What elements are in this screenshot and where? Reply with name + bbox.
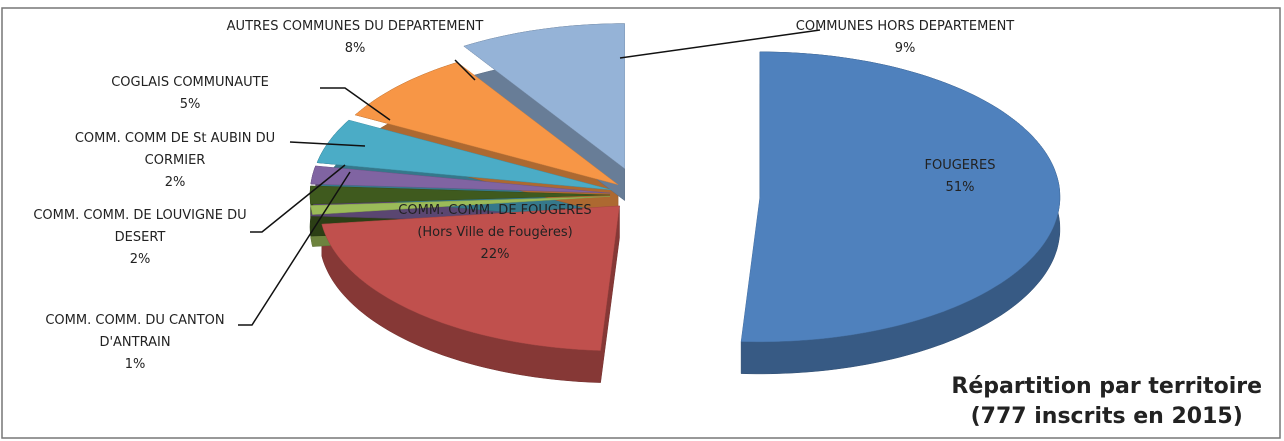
chart-title: Répartition par territoire	[951, 374, 1262, 399]
slice-value: 22%	[480, 247, 510, 262]
slice-value: 51%	[945, 180, 975, 195]
slice-category: COMMUNES HORS DEPARTEMENT	[795, 19, 1015, 34]
slice	[321, 205, 620, 351]
chart-frame	[1, 7, 1281, 439]
slice-value: 1%	[124, 357, 146, 372]
slice-label: COMM. COMM. DE FOUGERES (Hors Ville de F…	[395, 200, 595, 266]
slice-value: 8%	[344, 41, 366, 56]
slice	[463, 23, 625, 170]
chart-title-block: Répartition par territoire (777 inscrits…	[951, 372, 1262, 432]
slice-value: 5%	[179, 97, 201, 112]
leader-line	[454, 59, 476, 81]
leader-line	[250, 164, 346, 233]
slice-value: 2%	[129, 252, 151, 267]
leader-line	[619, 29, 821, 59]
slice-label: AUTRES COMMUNES DU DEPARTEMENT 8%	[225, 16, 485, 60]
slice-category: COMM. COMM. DE FOUGERES (Hors Ville de F…	[398, 203, 592, 240]
leader-line	[320, 87, 391, 121]
slice	[309, 185, 611, 205]
slice	[740, 51, 1061, 343]
leader-line	[238, 171, 351, 326]
slice-category: COMM. COMM DE St AUBIN DU CORMIER	[74, 131, 276, 168]
slice-value: 9%	[894, 41, 916, 56]
slice	[354, 62, 619, 185]
slice-label: COMM. COMM. DE LOUVIGNE DU DESERT 2%	[20, 205, 260, 271]
slice	[310, 165, 611, 194]
slice-category: FOUGERES	[924, 158, 996, 173]
slice-label: COMMUNES HORS DEPARTEMENT 9%	[790, 16, 1020, 60]
slice-category: COMM. COMM. DE LOUVIGNE DU DESERT	[33, 208, 247, 245]
slice-category: COMM. COMM. DU CANTON D'ANTRAIN	[45, 313, 225, 350]
slice-label: COMM. COMM. DU CANTON D'ANTRAIN 1%	[20, 310, 250, 376]
chart-subtitle: (777 inscrits en 2015)	[970, 404, 1243, 429]
leader-lines	[238, 29, 821, 326]
slice	[310, 196, 611, 215]
slice-label: FOUGERES 51%	[880, 155, 1040, 199]
slice-value: 2%	[164, 175, 186, 190]
slice-category: AUTRES COMMUNES DU DEPARTEMENT	[226, 19, 484, 34]
slice-category: COGLAIS COMMUNAUTE	[111, 75, 269, 90]
slice-label: COMM. COMM DE St AUBIN DU CORMIER 2%	[50, 128, 300, 194]
leader-line	[289, 141, 366, 147]
slice-label: COGLAIS COMMUNAUTE 5%	[60, 72, 320, 116]
slice	[316, 119, 612, 191]
